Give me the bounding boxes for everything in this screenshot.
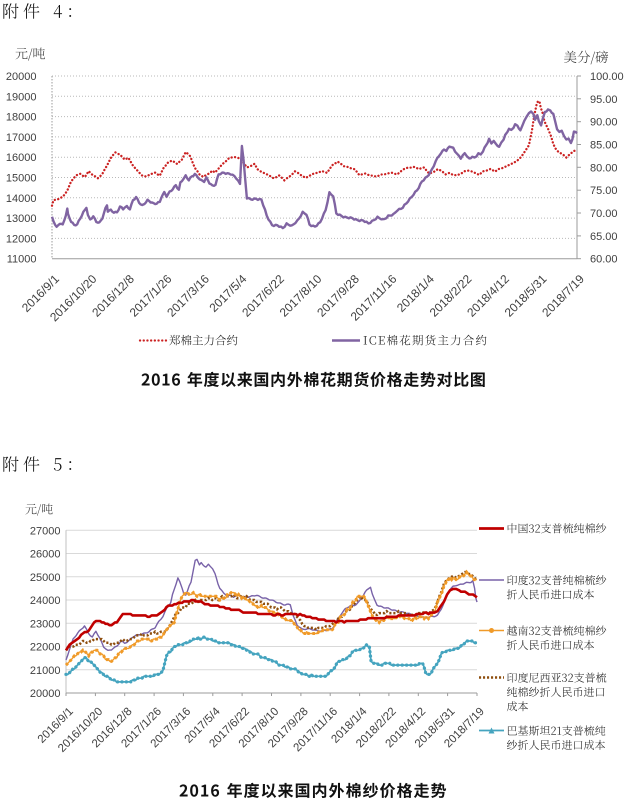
svg-text:65.00: 65.00 <box>590 231 618 243</box>
svg-text:12000: 12000 <box>6 233 37 245</box>
svg-text:23000: 23000 <box>30 618 61 630</box>
svg-text:80.00: 80.00 <box>590 162 618 174</box>
svg-text:27000: 27000 <box>30 525 61 537</box>
svg-text:19000: 19000 <box>6 91 37 103</box>
svg-text:16000: 16000 <box>6 152 37 164</box>
svg-text:11000: 11000 <box>7 254 37 266</box>
svg-text:75.00: 75.00 <box>590 185 618 197</box>
svg-text:21000: 21000 <box>30 665 61 677</box>
svg-text:85.00: 85.00 <box>590 140 618 152</box>
svg-text:60.00: 60.00 <box>590 254 618 266</box>
svg-text:14000: 14000 <box>6 193 37 205</box>
svg-text:18000: 18000 <box>6 112 37 124</box>
svg-text:13000: 13000 <box>6 213 37 225</box>
svg-text:25000: 25000 <box>30 572 61 584</box>
svg-text:17000: 17000 <box>6 132 37 144</box>
svg-text:22000: 22000 <box>30 642 61 654</box>
svg-text:20000: 20000 <box>6 71 37 83</box>
svg-text:100.00: 100.00 <box>590 71 624 83</box>
svg-text:70.00: 70.00 <box>590 208 618 220</box>
svg-text:24000: 24000 <box>30 595 61 607</box>
svg-text:90.00: 90.00 <box>590 117 618 129</box>
svg-text:26000: 26000 <box>30 549 61 561</box>
svg-text:95.00: 95.00 <box>590 94 618 106</box>
svg-text:20000: 20000 <box>30 688 61 700</box>
svg-text:15000: 15000 <box>6 173 37 185</box>
